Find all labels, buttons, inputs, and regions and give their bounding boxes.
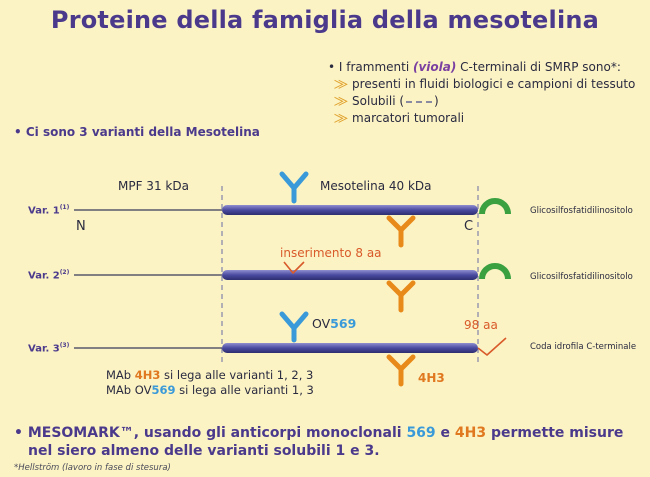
var1-4h3-antibody-icon xyxy=(386,215,416,248)
slide-title: Proteine della famiglia della mesotelina xyxy=(50,6,600,34)
mab-line-1: MAb 4H3 si lega alle varianti 1, 2, 3 xyxy=(106,368,313,382)
mesothelin-label: Mesotelina 40 kDa xyxy=(320,179,432,193)
var2-label: Var. 2(2) xyxy=(28,269,69,281)
var1-label: Var. 1(1) xyxy=(28,204,69,216)
arrow-icon: ⨠ xyxy=(334,111,349,125)
var2-sup: (2) xyxy=(59,269,70,276)
var1-name: Var. 1 xyxy=(28,205,60,217)
mab-line-2: MAb OV569 si lega alle varianti 1, 3 xyxy=(106,383,314,397)
var2-gpi-anchor-icon xyxy=(479,263,511,280)
var3-name: Var. 3 xyxy=(28,343,60,355)
ov569-label-prefix: OV xyxy=(312,316,331,331)
var3-tail-icon xyxy=(477,337,507,356)
var2-mesothelin-bar xyxy=(222,270,478,280)
summary-n1: 569 xyxy=(406,425,436,441)
var2-name: Var. 2 xyxy=(28,270,60,282)
mab-line-2-ab: 569 xyxy=(151,383,176,397)
tail-label: Coda idrofila C-terminale xyxy=(530,342,637,352)
gpi-label-2: Glicosilfosfatidilinositolo xyxy=(530,272,633,282)
arrow-icon: ⨠ xyxy=(334,94,349,108)
insert-label: inserimento 8 aa xyxy=(280,246,382,260)
c-terminus-label: C xyxy=(464,219,474,234)
summary-p1: • MESOMARK™, usando gli anticorpi monocl… xyxy=(14,425,407,441)
summary-p2: e xyxy=(435,425,455,441)
info-heading: • I frammenti (viola) C-terminali di SMR… xyxy=(328,60,621,74)
n-terminus-label: N xyxy=(76,219,86,234)
info-item-2-post: ) xyxy=(434,94,439,108)
var3-sup: (3) xyxy=(59,342,70,349)
info-heading-pre: I frammenti xyxy=(338,60,413,74)
var1-mesothelin-bar xyxy=(222,205,478,215)
info-item-1: ⨠ presenti in fluidi biologici e campioni… xyxy=(334,77,635,92)
summary-n2: 4H3 xyxy=(454,425,487,441)
dashed-line-icon xyxy=(406,100,433,103)
mab-line-1-ab: 4H3 xyxy=(134,368,161,382)
ov569-label: OV569 xyxy=(312,316,356,331)
summary-line-1: • MESOMARK™, usando gli anticorpi monocl… xyxy=(14,424,623,442)
var3-mesothelin-bar xyxy=(222,343,478,353)
footnote: *Hellström (lavoro in fase di stesura) xyxy=(14,463,171,473)
mab-line-1-post: si lega alle varianti 1, 2, 3 xyxy=(160,368,314,382)
summary-p3: permette misure xyxy=(486,425,624,441)
var3-4h3-antibody-icon xyxy=(386,354,416,387)
mab-line-2-post: si lega alle varianti 1, 3 xyxy=(175,383,314,397)
aa98-label: 98 aa xyxy=(464,318,498,332)
info-heading-post: C-terminali di SMRP sono*: xyxy=(456,60,621,74)
var1-ov569-antibody-icon xyxy=(279,171,309,204)
mpf-label: MPF 31 kDa xyxy=(118,179,189,193)
info-item-2-pre: Solubili ( xyxy=(352,94,405,108)
var1-sup: (1) xyxy=(59,204,70,211)
h43-label: 4H3 xyxy=(418,371,445,385)
info-item-2: ⨠ Solubili () xyxy=(334,94,439,109)
var3-ov569-antibody-icon xyxy=(279,311,309,343)
var2-4h3-antibody-icon xyxy=(386,280,416,313)
var1-gpi-anchor-icon xyxy=(479,198,511,215)
var2-insert-mark-icon xyxy=(283,261,305,274)
summary-line-2: nel siero almeno delle varianti solubili… xyxy=(28,443,380,459)
info-item-1-text: presenti in fluidi biologici e campioni … xyxy=(352,77,636,91)
mab-line-2-pre: MAb OV xyxy=(106,383,152,397)
mab-line-1-pre: MAb xyxy=(106,368,135,382)
info-heading-viola: (viola) xyxy=(413,60,457,74)
gpi-label-1: Glicosilfosfatidilinositolo xyxy=(530,206,633,216)
info-item-3: ⨠ marcatori tumorali xyxy=(334,111,464,126)
ov569-label-number: 569 xyxy=(330,316,357,331)
info-item-3-text: marcatori tumorali xyxy=(352,111,465,125)
var3-label: Var. 3(3) xyxy=(28,342,69,354)
arrow-icon: ⨠ xyxy=(334,77,349,91)
variants-heading: • Ci sono 3 varianti della Mesotelina xyxy=(14,125,260,139)
